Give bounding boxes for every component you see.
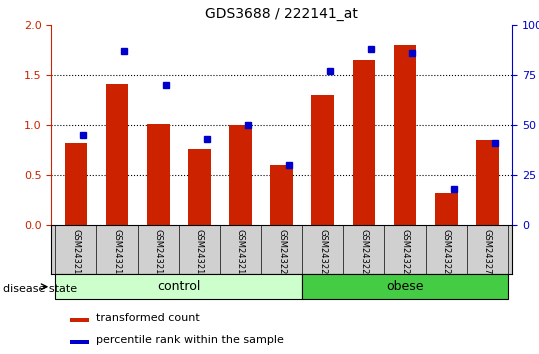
Text: disease state: disease state bbox=[3, 284, 77, 293]
Bar bbox=[302, 274, 508, 299]
Bar bbox=[476, 140, 499, 225]
Text: obese: obese bbox=[386, 280, 424, 293]
Text: GSM243217: GSM243217 bbox=[154, 229, 163, 280]
Bar bbox=[188, 149, 211, 225]
Text: GSM243275: GSM243275 bbox=[483, 229, 492, 280]
Bar bbox=[65, 143, 87, 225]
Text: GSM243215: GSM243215 bbox=[71, 229, 80, 279]
Text: GSM243226: GSM243226 bbox=[360, 229, 369, 280]
Text: transformed count: transformed count bbox=[96, 313, 199, 323]
Text: percentile rank within the sample: percentile rank within the sample bbox=[96, 335, 284, 345]
Bar bbox=[229, 125, 252, 225]
Bar bbox=[271, 165, 293, 225]
Text: GSM243216: GSM243216 bbox=[113, 229, 121, 280]
Text: GSM243225: GSM243225 bbox=[318, 229, 327, 279]
Text: GSM243219: GSM243219 bbox=[236, 229, 245, 279]
Text: GSM243218: GSM243218 bbox=[195, 229, 204, 280]
Bar bbox=[353, 60, 375, 225]
Text: GSM243227: GSM243227 bbox=[400, 229, 410, 280]
Text: control: control bbox=[157, 280, 201, 293]
Bar bbox=[70, 339, 89, 344]
Bar bbox=[147, 124, 169, 225]
Bar bbox=[56, 274, 302, 299]
Text: GSM243220: GSM243220 bbox=[277, 229, 286, 279]
Text: GSM243228: GSM243228 bbox=[442, 229, 451, 280]
Bar bbox=[435, 193, 458, 225]
Bar bbox=[106, 84, 128, 225]
Bar bbox=[312, 95, 334, 225]
Bar bbox=[394, 45, 417, 225]
Title: GDS3688 / 222141_at: GDS3688 / 222141_at bbox=[205, 7, 358, 21]
Bar bbox=[70, 318, 89, 322]
